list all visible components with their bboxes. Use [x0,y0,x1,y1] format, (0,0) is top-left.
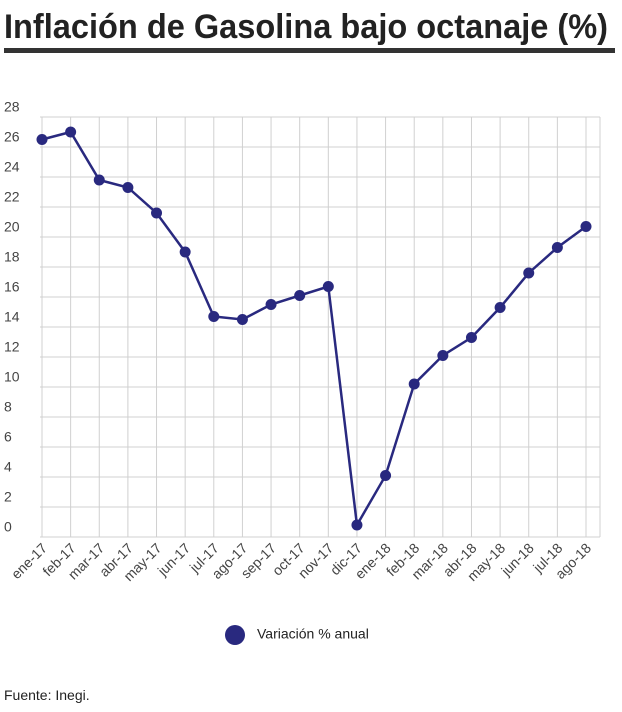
legend-marker [225,625,245,645]
legend-label: Variación % anual [257,626,369,642]
point [179,246,191,258]
y-tick-label: 8 [4,399,12,415]
y-tick-label: 12 [4,339,20,355]
y-tick-label: 28 [4,99,20,115]
point [294,290,306,301]
point [494,302,506,313]
y-tick-label: 22 [4,189,20,205]
x-tick-label: jun-18 [497,540,537,580]
point [523,267,535,279]
y-tick-label: 24 [4,159,20,175]
point [236,314,248,325]
y-tick-label: 2 [4,489,12,505]
y-tick-label: 16 [4,279,20,295]
y-tick-label: 4 [4,459,12,475]
point [580,221,592,232]
y-tick-label: 20 [4,219,20,235]
y-tick-label: 18 [4,249,20,265]
point [408,378,420,390]
x-tick-label: jun-17 [154,540,194,580]
point [122,182,134,193]
point [65,126,77,138]
point [93,174,105,186]
x-tick-label: ene-17 [8,540,50,582]
point [322,281,334,292]
point [351,519,363,531]
title-rule [4,48,615,53]
y-tick-label: 0 [4,519,12,535]
point [208,311,220,322]
chart-title: Inflación de Gasolina bajo octanaje (%) [4,8,608,46]
y-tick-label: 14 [4,309,20,325]
y-tick-label: 26 [4,129,20,145]
point [151,207,163,219]
source: Fuente: Inegi. [4,687,90,703]
point [380,470,392,481]
y-tick-label: 6 [4,429,12,445]
point [437,350,449,361]
series-line [41,130,587,529]
point [36,134,48,145]
point [265,299,277,310]
point [551,242,563,253]
y-tick-label: 10 [4,369,20,385]
point [465,332,477,343]
